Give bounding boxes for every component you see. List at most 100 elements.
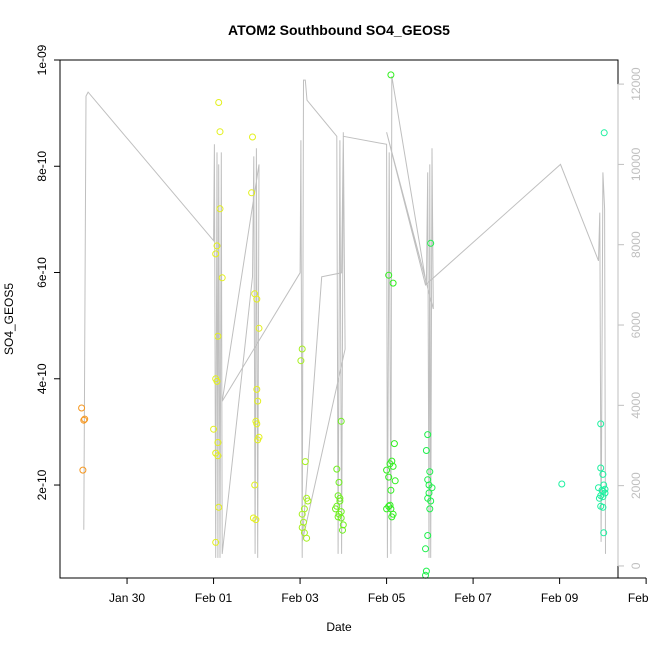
y2-tick-label-3: 6000 [629, 311, 643, 338]
data-point-flight-7-14 [599, 503, 607, 511]
data-point-flight-3-1 [297, 357, 305, 365]
x-tick-label-4: Feb 07 [454, 591, 492, 605]
data-point-flight-1-3 [79, 466, 87, 474]
data-point-flight-2-20 [253, 385, 261, 393]
data-point-flight-5-10 [387, 486, 395, 494]
x-axis-label: Date [326, 620, 352, 634]
y2-tick-label-1: 2000 [629, 472, 643, 499]
series-flight-1 [78, 404, 89, 474]
series-flight-2 [210, 99, 263, 546]
data-point-flight-7-2 [597, 464, 605, 472]
x-tick-label-0: Jan 30 [109, 591, 145, 605]
y-tick-label-0: 2e-10 [35, 469, 49, 500]
y2-axis: 0 2000 4000 6000 8000 10000 12000 [617, 67, 643, 569]
data-point-flight-4-9 [337, 514, 345, 522]
data-point-flight-5-2 [389, 279, 397, 287]
x-tick-label-3: Feb 05 [368, 591, 406, 605]
data-point-flight-2-3 [213, 242, 221, 250]
data-point-flight-2-23 [253, 420, 261, 428]
data-point-flight-4-1 [333, 465, 341, 473]
data-point-flight-1-2 [81, 415, 89, 423]
data-point-flight-6-6 [428, 484, 436, 492]
data-point-flight-2-2 [212, 250, 220, 258]
data-point-flight-7-3 [599, 470, 607, 478]
data-point-flight-3-6 [298, 510, 306, 518]
data-point-flight-5-8 [385, 473, 393, 481]
y-tick-label-3: 8e-10 [35, 151, 49, 182]
data-point-flight-5-6 [389, 462, 397, 470]
data-point-flight-2-8 [210, 425, 218, 433]
data-point-flight-6-13 [422, 567, 430, 575]
series-flight-5 [383, 71, 399, 521]
y2-tick-label-5: 10000 [629, 147, 643, 181]
data-point-flight-7-8 [599, 487, 607, 495]
data-point-flight-6-3 [426, 468, 434, 476]
data-point-flight-7-16 [600, 129, 608, 137]
data-point-flight-6-10 [426, 505, 434, 513]
data-point-flight-4-8 [334, 513, 342, 521]
y2-tick-label-2: 4000 [629, 392, 643, 419]
data-point-flight-6-12 [422, 545, 429, 553]
data-point-flight-4-10 [339, 521, 347, 529]
data-point-flight-3-10 [303, 534, 311, 542]
data-point-flight-6-2 [422, 447, 430, 454]
data-point-flight-5-7 [383, 466, 391, 474]
points-layer [78, 71, 609, 579]
series-flight-4 [332, 417, 347, 534]
data-point-flight-4-12 [336, 494, 344, 502]
data-point-flight-6-0 [427, 239, 435, 247]
data-point-flight-6-9 [427, 497, 435, 505]
data-point-flight-4-4 [336, 497, 344, 505]
x-tick-label-2: Feb 03 [281, 591, 319, 605]
altitude-line-layer [83, 76, 606, 558]
y-axis: 2e-10 4e-10 6e-10 8e-10 1e-09 [35, 44, 61, 500]
data-point-flight-2-25 [254, 436, 262, 444]
y-tick-label-1: 4e-10 [35, 363, 49, 394]
data-point-flight-7-15 [600, 529, 608, 537]
data-point-flight-4-0 [337, 417, 345, 425]
data-point-flight-4-13 [332, 505, 339, 513]
data-point-flight-7-12 [595, 494, 603, 502]
data-point-flight-5-9 [391, 477, 399, 485]
data-point-flight-6-14 [422, 571, 429, 579]
data-point-flight-2-12 [215, 503, 223, 511]
data-point-flight-5-1 [385, 271, 393, 279]
data-point-flight-6-1 [424, 431, 432, 439]
data-point-flight-2-1 [216, 128, 224, 136]
data-point-flight-2-0 [215, 99, 223, 106]
data-point-flight-4-11 [339, 526, 346, 534]
data-point-flight-2-15 [249, 133, 256, 141]
y2-tick-label-0: 0 [629, 562, 643, 569]
data-point-flight-2-18 [253, 295, 261, 303]
data-point-flight-2-5 [214, 332, 222, 340]
data-point-flight-2-11 [214, 452, 222, 460]
data-point-flight-2-26 [251, 481, 259, 489]
x-axis: Jan 30 Feb 01 Feb 03 Feb 05 Feb 07 Feb 09 Feb … [109, 577, 650, 605]
series-flight-6 [422, 239, 436, 579]
data-point-flight-2-21 [254, 397, 262, 405]
altitude-line [83, 76, 606, 558]
y2-tick-label-4: 8000 [629, 231, 643, 258]
data-point-flight-1-0 [78, 404, 86, 412]
x-tick-label-1: Feb 01 [195, 591, 233, 605]
data-point-flight-7-11 [599, 493, 607, 501]
y-axis-label: SO4_GEOS5 [2, 283, 16, 355]
y-tick-label-4: 1e-09 [35, 44, 49, 75]
series-flight-3 [297, 345, 312, 542]
data-point-flight-2-9 [214, 439, 222, 446]
data-point-flight-4-2 [335, 478, 343, 486]
data-point-flight-3-2 [301, 458, 309, 466]
data-point-flight-5-0 [387, 71, 395, 79]
x-tick-label-5: Feb 09 [541, 591, 579, 605]
data-point-flight-2-16 [248, 189, 256, 197]
data-point-flight-2-13 [212, 538, 220, 546]
data-point-flight-6-11 [424, 532, 432, 539]
data-point-flight-3-0 [298, 345, 306, 353]
data-point-flight-3-4 [304, 497, 312, 505]
data-point-flight-2-28 [252, 516, 260, 524]
data-point-flight-2-7 [213, 377, 221, 385]
series-flight-7 [558, 129, 609, 537]
data-point-flight-7-1 [597, 420, 605, 428]
data-point-flight-7-6 [601, 485, 609, 493]
